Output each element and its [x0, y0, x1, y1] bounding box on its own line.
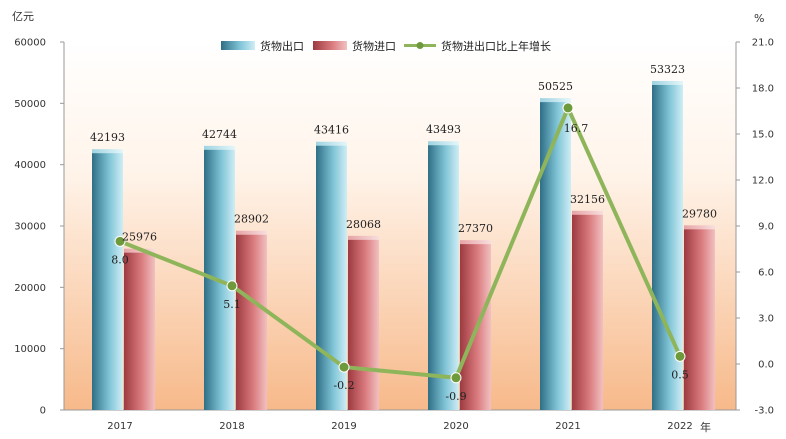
bar-import: [572, 212, 603, 410]
import-value-label: 28068: [346, 218, 381, 231]
legend-swatch-export: [221, 41, 255, 50]
export-value-label: 42193: [90, 131, 125, 144]
export-value-label: 43416: [314, 124, 349, 137]
bar-export-top: [316, 141, 347, 146]
x-tick-label: 2017: [107, 421, 132, 432]
right-tick-label: 9.0: [758, 222, 774, 233]
left-tick-label: 10000: [14, 344, 46, 355]
plot-background: [64, 42, 736, 410]
x-tick-label: 2020: [443, 421, 468, 432]
right-tick-label: 0.0: [758, 360, 774, 371]
bar-import: [124, 250, 155, 410]
right-tick-label: 21.0: [752, 38, 774, 49]
data-labels: 42193 25976 42744 28902 43416 28068 43493 27370…: [90, 63, 717, 403]
import-value-label: 25976: [122, 231, 157, 244]
left-tick-label: 40000: [14, 160, 46, 171]
right-axis-unit: %: [754, 12, 764, 25]
export-value-label: 43493: [426, 123, 461, 136]
growth-value-label: -0.2: [333, 379, 354, 392]
right-tick-label: 15.0: [752, 130, 774, 141]
import-value-label: 32156: [570, 193, 605, 206]
left-axis-ticks: 0 10000 20000 30000 40000 50000 60000: [14, 38, 64, 417]
left-tick-label: 50000: [14, 99, 46, 110]
left-tick-label: 20000: [14, 283, 46, 294]
bar-import: [236, 232, 267, 410]
growth-point: [450, 372, 462, 384]
x-axis-unit: 年: [700, 420, 711, 434]
right-tick-label: 12.0: [752, 176, 774, 187]
legend: 货物出口 货物进口 货物进出口比上年增长: [221, 39, 551, 53]
bar-export: [540, 100, 571, 410]
bar-import-top: [572, 210, 603, 215]
growth-point: [226, 280, 238, 292]
bar-export-top: [428, 141, 459, 146]
growth-point: [562, 102, 574, 114]
growth-value-label: 8.0: [111, 253, 129, 266]
growth-point: [338, 361, 350, 373]
import-value-label: 27370: [458, 222, 493, 235]
bar-import: [684, 227, 715, 410]
growth-value-label: -0.9: [445, 390, 466, 403]
bar-import-top: [236, 230, 267, 235]
left-tick-label: 0: [40, 406, 46, 417]
import-value-label: 28902: [234, 213, 269, 226]
legend-swatch-growth-marker: [416, 42, 424, 49]
bar-import-top: [348, 235, 379, 240]
bar-import-top: [684, 225, 715, 230]
x-tick-label: 2021: [555, 421, 580, 432]
left-tick-label: 30000: [14, 222, 46, 233]
growth-value-label: 5.1: [223, 298, 241, 311]
x-tick-label: 2019: [331, 421, 356, 432]
legend-label-growth: 货物进出口比上年增长: [441, 39, 551, 53]
growth-value-label: 16.7: [564, 122, 589, 135]
right-tick-label: -3.0: [754, 406, 774, 417]
growth-point: [674, 350, 686, 362]
bar-export-top: [92, 149, 123, 154]
growth-line-series: [114, 102, 686, 384]
growth-point: [114, 235, 126, 247]
bar-series: [92, 80, 715, 411]
x-axis-ticks: 2017 2018 2019 2020 2021 2022: [107, 421, 692, 432]
bar-import: [348, 237, 379, 410]
bar-export-top: [540, 98, 571, 103]
legend-label-import: 货物进口: [352, 39, 396, 53]
bar-export-top: [652, 80, 683, 85]
x-tick-label: 2022: [667, 421, 692, 432]
right-tick-label: 6.0: [758, 268, 774, 279]
bar-import-top: [460, 240, 491, 245]
export-value-label: 53323: [650, 63, 685, 76]
right-tick-label: 18.0: [752, 84, 774, 95]
legend-swatch-import: [313, 41, 347, 50]
growth-line: [119, 105, 682, 380]
right-axis-ticks: -3.0 0.0 3.0 6.0 9.0 12.0 15.0 18.0 21.0: [736, 38, 774, 417]
export-value-label: 50525: [538, 80, 573, 93]
export-value-label: 42744: [202, 128, 237, 141]
left-axis-unit: 亿元: [12, 10, 34, 23]
growth-value-label: 0.5: [671, 368, 689, 381]
legend-label-export: 货物出口: [260, 39, 304, 53]
bar-export: [92, 151, 123, 411]
left-tick-label: 60000: [14, 38, 46, 49]
bar-export-top: [204, 145, 235, 150]
right-tick-label: 3.0: [758, 314, 774, 325]
bar-export: [428, 143, 459, 411]
x-tick-label: 2018: [219, 421, 244, 432]
import-value-label: 29780: [682, 207, 717, 220]
